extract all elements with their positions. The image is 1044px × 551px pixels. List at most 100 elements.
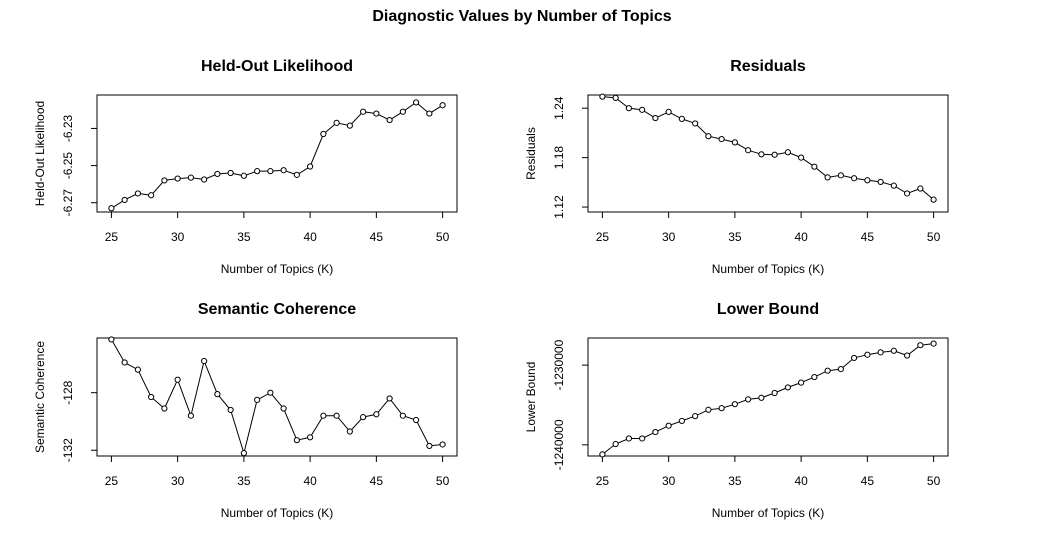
panel-1-point-3 [148, 192, 155, 199]
panel-4-point-19 [851, 354, 858, 362]
panel-4-xtick-label-4: 45 [861, 474, 875, 488]
panel-2-xtick-label-5: 50 [927, 230, 941, 244]
panel-4-point-5 [665, 422, 672, 429]
panel-3-point-12 [267, 389, 274, 396]
panel-4-xtick-label-3: 40 [794, 474, 808, 488]
panel-2-point-3 [639, 106, 646, 113]
panel-3-point-25 [439, 441, 446, 448]
panel-3-point-14 [293, 437, 300, 444]
panel-3-point-20 [373, 411, 380, 418]
panel-1-point-20 [373, 110, 380, 117]
panel-1-point-4 [161, 177, 168, 184]
panel-1-xtick-label-3: 40 [303, 230, 317, 244]
panel-4-point-18 [837, 365, 844, 373]
panel-2-point-25 [930, 196, 937, 203]
panel-1-ylabel: Held-Out Likelihood [33, 101, 47, 206]
panel-1-point-7 [201, 176, 208, 183]
panel-2-point-16 [811, 163, 818, 170]
panel-4-point-23 [904, 352, 911, 359]
panel-2-title: Residuals [730, 58, 806, 75]
panel-3-point-16 [320, 412, 327, 419]
panel-3-xlabel: Number of Topics (K) [221, 506, 333, 520]
panel-4-point-1 [612, 440, 619, 448]
panel-4-xtick-label-5: 50 [927, 474, 941, 488]
panel-3-point-4 [161, 405, 168, 412]
panel-3-xtick-label-0: 25 [105, 474, 119, 488]
panel-2-xtick-label-1: 30 [662, 230, 676, 244]
panel-3-xtick-label-4: 45 [370, 474, 384, 488]
panel-2-point-5 [665, 108, 672, 115]
panel-1-point-13 [280, 167, 287, 174]
panel-4-point-14 [784, 384, 791, 391]
panel-4-point-11 [745, 396, 752, 403]
panel-1-xtick-label-2: 35 [237, 230, 251, 244]
panel-4-point-4 [652, 428, 659, 436]
panel-1-point-10 [240, 172, 247, 179]
panel-3-point-24 [426, 442, 433, 450]
panel-4-ylabel: Lower Bound [524, 362, 538, 433]
panel-2-point-24 [917, 185, 924, 192]
panel-4-point-6 [678, 417, 685, 425]
panel-1-point-1 [121, 196, 128, 204]
panel-1-point-0 [108, 205, 115, 212]
panel-1-ytick-label-1: -6.25 [61, 152, 75, 180]
panel-4-point-21 [877, 349, 884, 356]
panel-2-ytick-label-1: 1.18 [552, 146, 566, 170]
panel-2-point-13 [771, 151, 778, 158]
panel-3-point-19 [360, 414, 367, 421]
panel-2-xtick-label-2: 35 [728, 230, 742, 244]
panel-4-title: Lower Bound [717, 301, 819, 318]
panel-4-point-13 [771, 389, 778, 397]
panel-1-point-18 [346, 122, 353, 129]
panel-3-point-9 [227, 406, 234, 414]
panel-4-series-line [602, 343, 934, 455]
panel-1-xlabel: Number of Topics (K) [221, 262, 333, 276]
panel-4-point-22 [890, 347, 897, 354]
panel-1-ytick-label-2: -6.23 [61, 114, 75, 142]
panel-2-point-7 [692, 120, 699, 127]
panel-2-point-22 [890, 182, 897, 189]
panel-1-point-8 [214, 170, 221, 178]
panel-1-point-19 [360, 108, 367, 115]
panel-1-point-25 [439, 102, 446, 109]
panel-2-point-20 [864, 177, 871, 184]
panel-3-point-5 [174, 376, 181, 383]
panel-3-point-3 [148, 393, 155, 401]
panel-3-xtick-label-2: 35 [237, 474, 251, 488]
panel-2-xlabel: Number of Topics (K) [712, 262, 824, 276]
panel-4-point-7 [692, 413, 699, 420]
panel-4-point-24 [917, 342, 924, 349]
panel-4-xlabel: Number of Topics (K) [712, 506, 824, 520]
panel-4-point-0 [599, 451, 606, 458]
panel-3-ylabel: Semantic Coherence [33, 341, 47, 453]
panel-3-xtick-label-5: 50 [436, 474, 450, 488]
panel-4-point-9 [718, 405, 725, 412]
panel-4-point-2 [625, 435, 632, 442]
panel-3-title: Semantic Coherence [198, 301, 356, 318]
panel-2-series-line [602, 96, 934, 200]
panel-3-point-15 [307, 434, 314, 441]
panel-2-point-10 [731, 139, 738, 146]
panel-1-point-21 [386, 116, 393, 124]
panel-2-point-6 [678, 115, 685, 122]
panel-1-point-16 [320, 130, 327, 138]
panel-4-point-17 [824, 367, 831, 374]
panel-3-ytick-label-0: -132 [61, 438, 75, 462]
panel-1-xtick-label-0: 25 [105, 230, 119, 244]
panel-4-ytick-label-1: -1230000 [552, 339, 566, 390]
panel-4-point-15 [798, 379, 805, 386]
panel-1-point-9 [227, 169, 234, 177]
panel-4-ytick-label-0: -1240000 [552, 419, 566, 470]
panel-1-frame [96, 94, 458, 213]
panel-1-point-11 [254, 168, 261, 175]
panel-2-point-11 [745, 147, 752, 154]
panel-2-xtick-label-0: 25 [596, 230, 610, 244]
panel-3-point-22 [399, 412, 406, 419]
panel-1-xtick-label-5: 50 [436, 230, 450, 244]
panel-2-xtick-label-4: 45 [861, 230, 875, 244]
panel-2-point-14 [784, 149, 791, 156]
panel-2-point-9 [718, 135, 725, 143]
panel-3-point-18 [346, 428, 353, 435]
